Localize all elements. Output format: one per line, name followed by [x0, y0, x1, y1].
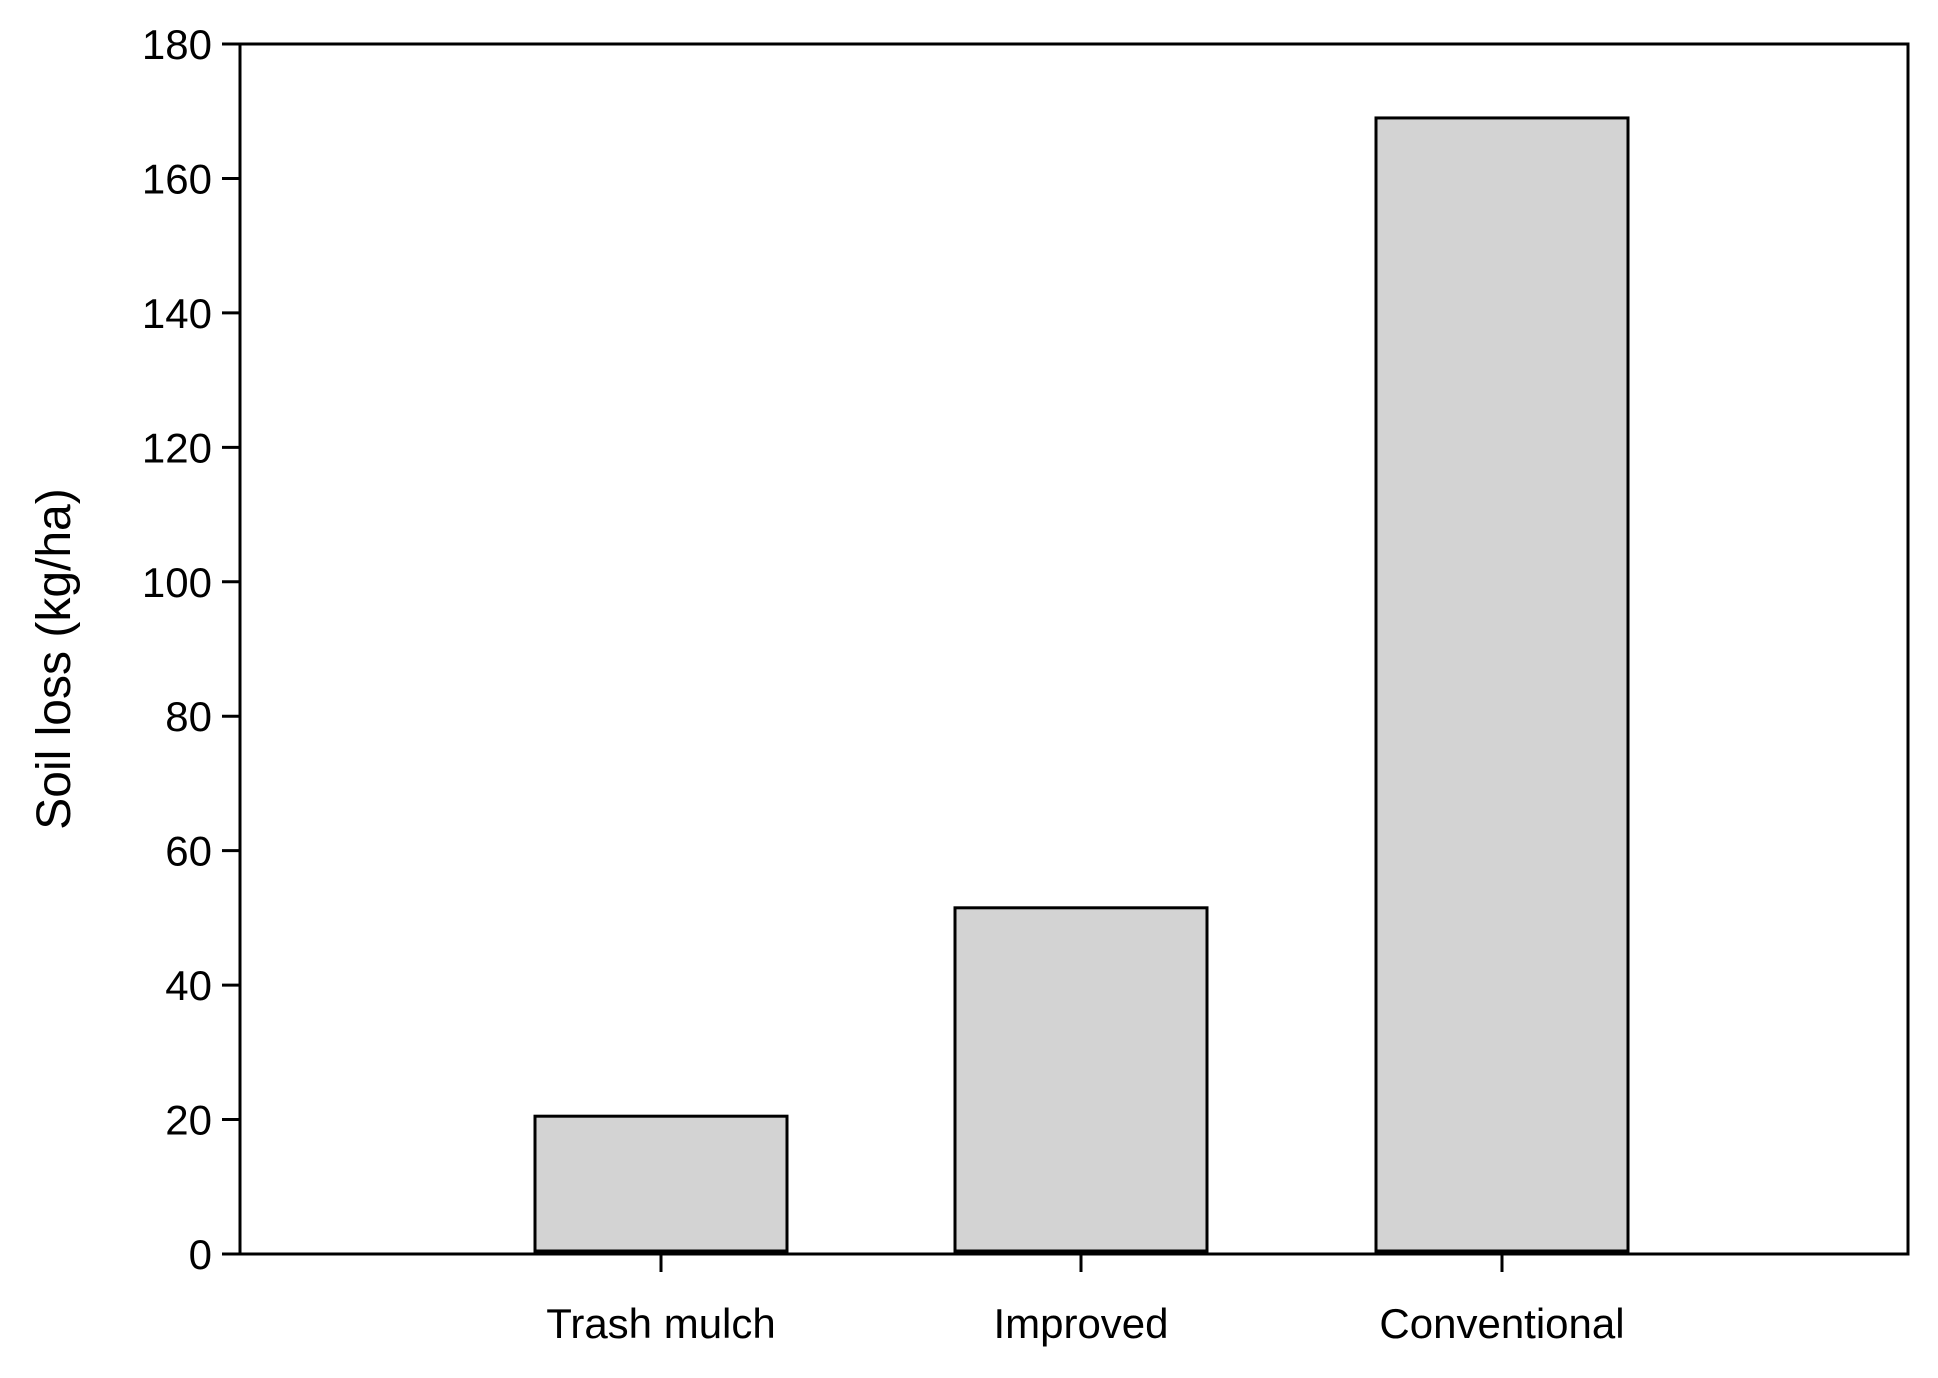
y-axis-label: Soil loss (kg/ha) [28, 488, 81, 829]
bar-improved [953, 906, 1209, 1253]
y-tick-label: 0 [189, 1231, 212, 1278]
y-tick-label: 60 [165, 828, 212, 875]
y-tick-label: 20 [165, 1097, 212, 1144]
y-tick-label: 140 [142, 290, 212, 337]
y-tick-label: 100 [142, 559, 212, 606]
x-axis-ticks: Trash mulch Improved Conventional [546, 1254, 1625, 1347]
x-tick-label: Conventional [1379, 1300, 1624, 1347]
y-axis-ticks: 0 20 40 60 80 100 120 140 160 180 [142, 21, 240, 1278]
y-tick-label: 40 [165, 962, 212, 1009]
x-tick-label: Trash mulch [546, 1300, 776, 1347]
bar-conventional [1374, 116, 1630, 1253]
y-tick-label: 80 [165, 693, 212, 740]
y-tick-label: 180 [142, 21, 212, 68]
bars-group [533, 116, 1630, 1253]
plot-frame [238, 42, 1910, 1256]
x-tick-label: Improved [993, 1300, 1168, 1347]
bar-trash-mulch [533, 1114, 789, 1253]
y-tick-label: 120 [142, 424, 212, 471]
y-tick-label: 160 [142, 155, 212, 202]
